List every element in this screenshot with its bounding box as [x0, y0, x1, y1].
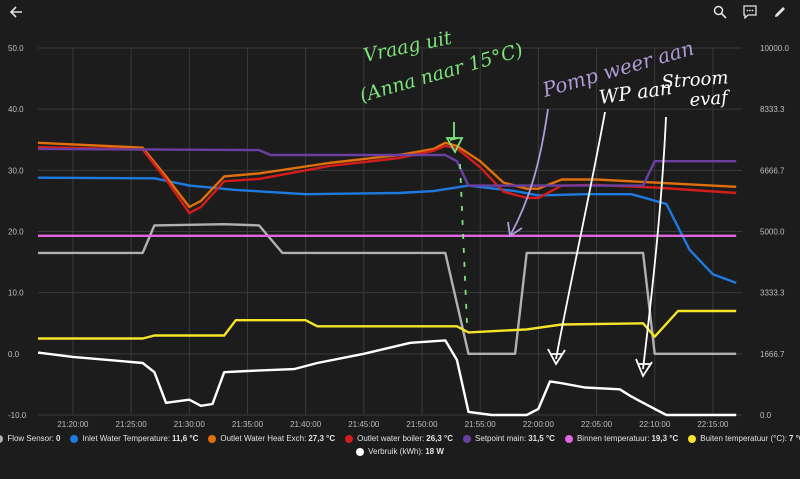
annotation-arrow: [547, 111, 606, 366]
y-tick-right: 1666.7: [760, 350, 785, 359]
legend-series-value: 26,3 °C: [426, 434, 454, 443]
legend-series-name: Outlet Water Heat Exch:: [220, 434, 307, 443]
annotation-text: Stroom: [661, 67, 729, 93]
y-tick-left: 50.0: [8, 44, 24, 53]
y-tick-left: 20.0: [8, 228, 24, 237]
legend-color-dot: [70, 434, 79, 443]
annotation-arrow: [635, 116, 667, 378]
legend-series-name: Setpoint main:: [475, 434, 527, 443]
legend-color-dot: [463, 434, 472, 443]
x-tick: 21:50:00: [406, 420, 438, 429]
x-tick: 21:30:00: [174, 420, 206, 429]
y-tick-right: 6666.7: [760, 166, 785, 175]
legend-series-value: 18 W: [425, 447, 444, 456]
series-line: [37, 147, 737, 187]
x-tick: 21:40:00: [290, 420, 322, 429]
edit-button[interactable]: [768, 0, 792, 24]
annotation-arrow: [507, 108, 549, 238]
y-tick-left: 30.0: [8, 166, 24, 175]
x-tick: 22:10:00: [639, 420, 671, 429]
y-tick-right: 10000.0: [760, 44, 789, 53]
legend-color-dot: [564, 434, 573, 443]
pencil-icon: [775, 7, 785, 17]
y-tick-left: 40.0: [8, 105, 24, 114]
y-tick-right: 8333.3: [760, 105, 785, 114]
y-tick-left: -10.0: [8, 411, 27, 420]
legend-color-dot: [345, 434, 354, 443]
search-icon: [713, 5, 727, 19]
annotation-dashed-line: [459, 163, 468, 325]
y-tick-left: 10.0: [8, 289, 24, 298]
annotation-arrow: [445, 122, 464, 154]
arrow-left-icon: [9, 6, 22, 18]
y-tick-right: 3333.3: [760, 289, 785, 298]
comment-button[interactable]: [738, 0, 762, 24]
y-tick-left: 0.0: [8, 350, 20, 359]
x-tick: 21:45:00: [348, 420, 380, 429]
series-line: [37, 339, 737, 417]
legend-series-value: 19,3 °C: [651, 434, 679, 443]
legend-color-dot: [356, 447, 365, 456]
legend-series-name: Flow Sensor:: [7, 434, 54, 443]
annotation-text: evaf: [689, 87, 732, 111]
series-line: [38, 309, 737, 340]
y-tick-right: 5000.0: [760, 228, 785, 237]
legend-series-value: 27,3 °C: [308, 434, 336, 443]
y-tick-right: 0.0: [760, 411, 772, 420]
legend-series-name: Inlet Water Temperature:: [82, 434, 171, 443]
legend-series-name: Verbruik (kWh):: [368, 447, 424, 456]
legend-row: Verbruik (kWh): 18 W: [0, 447, 800, 456]
legend-row: Flow Sensor: 0 Inlet Water Temperature: 11,…: [0, 434, 800, 443]
legend-item[interactable]: Flow Sensor: 0: [0, 434, 60, 443]
back-button[interactable]: [4, 0, 28, 24]
legend-item[interactable]: Verbruik (kWh): 18 W: [356, 447, 444, 456]
legend-color-dot: [0, 434, 4, 443]
comment-icon: [743, 5, 757, 19]
legend-item[interactable]: Setpoint main: 31,5 °C: [463, 434, 555, 443]
legend-series-value: 7 °C: [789, 434, 800, 443]
x-tick: 21:35:00: [232, 420, 264, 429]
x-tick: 22:05:00: [581, 420, 613, 429]
x-tick: 21:55:00: [465, 420, 497, 429]
legend-item[interactable]: Buiten temperatuur (°C):7 °C: [688, 434, 800, 443]
x-tick: 21:25:00: [116, 420, 148, 429]
legend-series-value: 11,6 °C: [172, 434, 199, 443]
legend-item[interactable]: Outlet water boiler: 26,3 °C: [345, 434, 453, 443]
annotation-text: Vraag uit: [361, 27, 454, 67]
legend-color-dot: [688, 434, 697, 443]
series-line: [37, 141, 737, 209]
series-line: [37, 176, 737, 285]
legend-item[interactable]: Inlet Water Temperature: 11,6 °C: [70, 434, 198, 443]
legend-series-name: Buiten temperatuur (°C):: [700, 434, 788, 443]
top-toolbar: [0, 0, 800, 24]
series-line: [37, 144, 737, 215]
line-chart: 50.0 10000.0 40.0 8333.3 30.0 6666.7 20.0 5000.…: [8, 27, 789, 429]
legend-color-dot: [208, 434, 217, 443]
legend-series-value: 31,5 °C: [528, 434, 555, 443]
legend-series-name: Binnen temperatuur:: [576, 434, 650, 443]
legend-item[interactable]: Binnen temperatuur: 19,3 °C: [564, 434, 679, 443]
series-line: [38, 223, 737, 355]
x-tick: 22:15:00: [697, 420, 729, 429]
legend-item[interactable]: Outlet Water Heat Exch: 27,3 °C: [208, 434, 335, 443]
legend-series-value: 0: [56, 434, 61, 443]
chart-legend: Flow Sensor: 0 Inlet Water Temperature: 11,…: [0, 434, 800, 460]
legend-series-name: Outlet water boiler:: [357, 434, 425, 443]
x-tick: 21:20:00: [57, 420, 89, 429]
x-tick: 22:00:00: [523, 420, 555, 429]
search-button[interactable]: [708, 0, 732, 24]
